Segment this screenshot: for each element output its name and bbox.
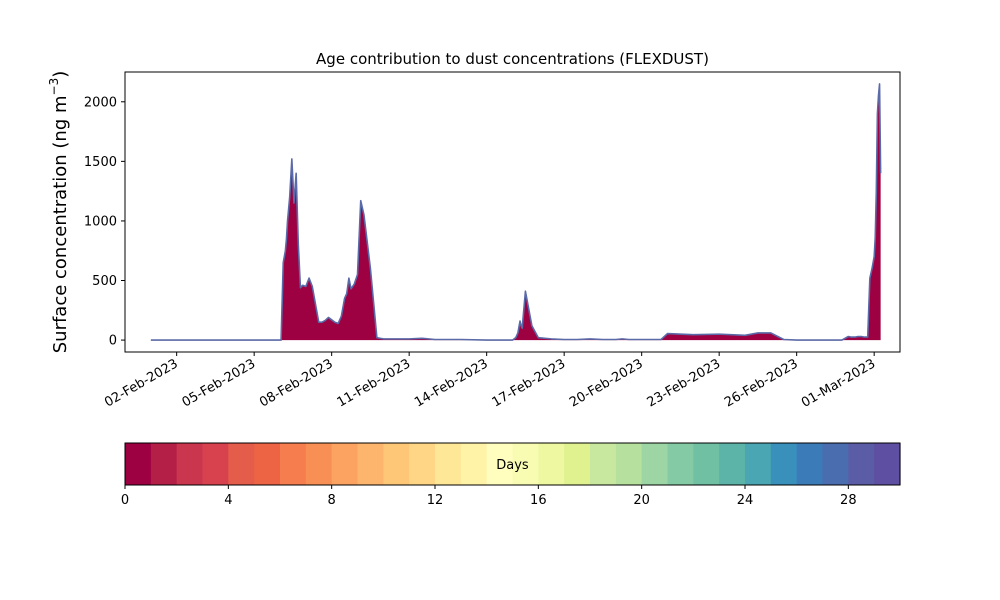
y-axis-label: Surface concentration (ng m−3) <box>47 71 71 354</box>
colorbar-swatch <box>176 443 204 485</box>
colorbar-swatch <box>202 443 229 485</box>
area-layer <box>150 83 882 341</box>
colorbar-swatch <box>667 443 694 485</box>
colorbar-label: Days <box>496 458 529 473</box>
plot-frame <box>125 72 900 352</box>
colorbar-tick-label: 28 <box>840 493 857 508</box>
colorbar-tick-label: 12 <box>427 493 444 508</box>
colorbar-tick-label: 20 <box>633 493 650 508</box>
colorbar-swatch <box>435 443 462 485</box>
chart-title: Age contribution to dust concentrations … <box>316 50 709 68</box>
colorbar-swatch <box>590 443 617 485</box>
colorbar-swatch <box>848 443 875 485</box>
colorbar-tick-label: 0 <box>121 493 129 508</box>
colorbar-tick-label: 4 <box>224 493 232 508</box>
colorbar-swatch <box>719 443 746 485</box>
colorbar-swatch <box>409 443 436 485</box>
colorbar-swatch <box>486 443 514 485</box>
colorbar-swatch <box>254 443 281 485</box>
colorbar-swatches <box>125 443 901 485</box>
colorbar-swatch <box>693 443 720 485</box>
series-outline-line <box>150 83 882 341</box>
colorbar-swatch <box>305 443 333 485</box>
colorbar-swatch <box>331 443 359 485</box>
colorbar-swatch <box>770 443 798 485</box>
colorbar-swatch <box>512 443 539 485</box>
y-tick-label: 500 <box>92 274 117 289</box>
colorbar: Days 0 4 8 12 16 20 24 28 <box>121 442 901 508</box>
colorbar-swatch <box>564 443 591 485</box>
colorbar-swatch <box>615 443 643 485</box>
colorbar-swatch <box>228 443 255 485</box>
colorbar-border <box>124 442 901 486</box>
colorbar-tick-label: 16 <box>530 493 547 508</box>
colorbar-tick-label: 8 <box>328 493 336 508</box>
colorbar-swatch <box>460 443 488 485</box>
y-tick-label: 1500 <box>84 155 117 170</box>
colorbar-swatch <box>125 443 152 485</box>
colorbar-swatch <box>280 443 307 485</box>
y-axis-label-close: ) <box>50 71 71 78</box>
colorbar-swatch <box>357 443 384 485</box>
colorbar-swatch <box>745 443 772 485</box>
y-tick-label: 1000 <box>84 214 117 229</box>
y-tick-label: 0 <box>109 334 117 349</box>
y-axis-label-exponent: −3 <box>47 78 61 96</box>
y-axis: 0 500 1000 1500 2000 <box>84 95 125 349</box>
colorbar-swatch <box>150 443 178 485</box>
colorbar-swatch <box>796 443 824 485</box>
colorbar-swatch <box>383 443 410 485</box>
y-axis-label-main: Surface concentration (ng m <box>50 95 71 353</box>
colorbar-swatch <box>822 443 849 485</box>
colorbar-swatch <box>641 443 669 485</box>
colorbar-ticks: 0 4 8 12 16 20 24 28 <box>121 485 857 508</box>
plot-border <box>124 71 901 353</box>
colorbar-tick-label: 24 <box>737 493 754 508</box>
y-tick-label: 2000 <box>84 95 117 110</box>
colorbar-swatch <box>538 443 565 485</box>
colorbar-swatch <box>874 443 901 485</box>
